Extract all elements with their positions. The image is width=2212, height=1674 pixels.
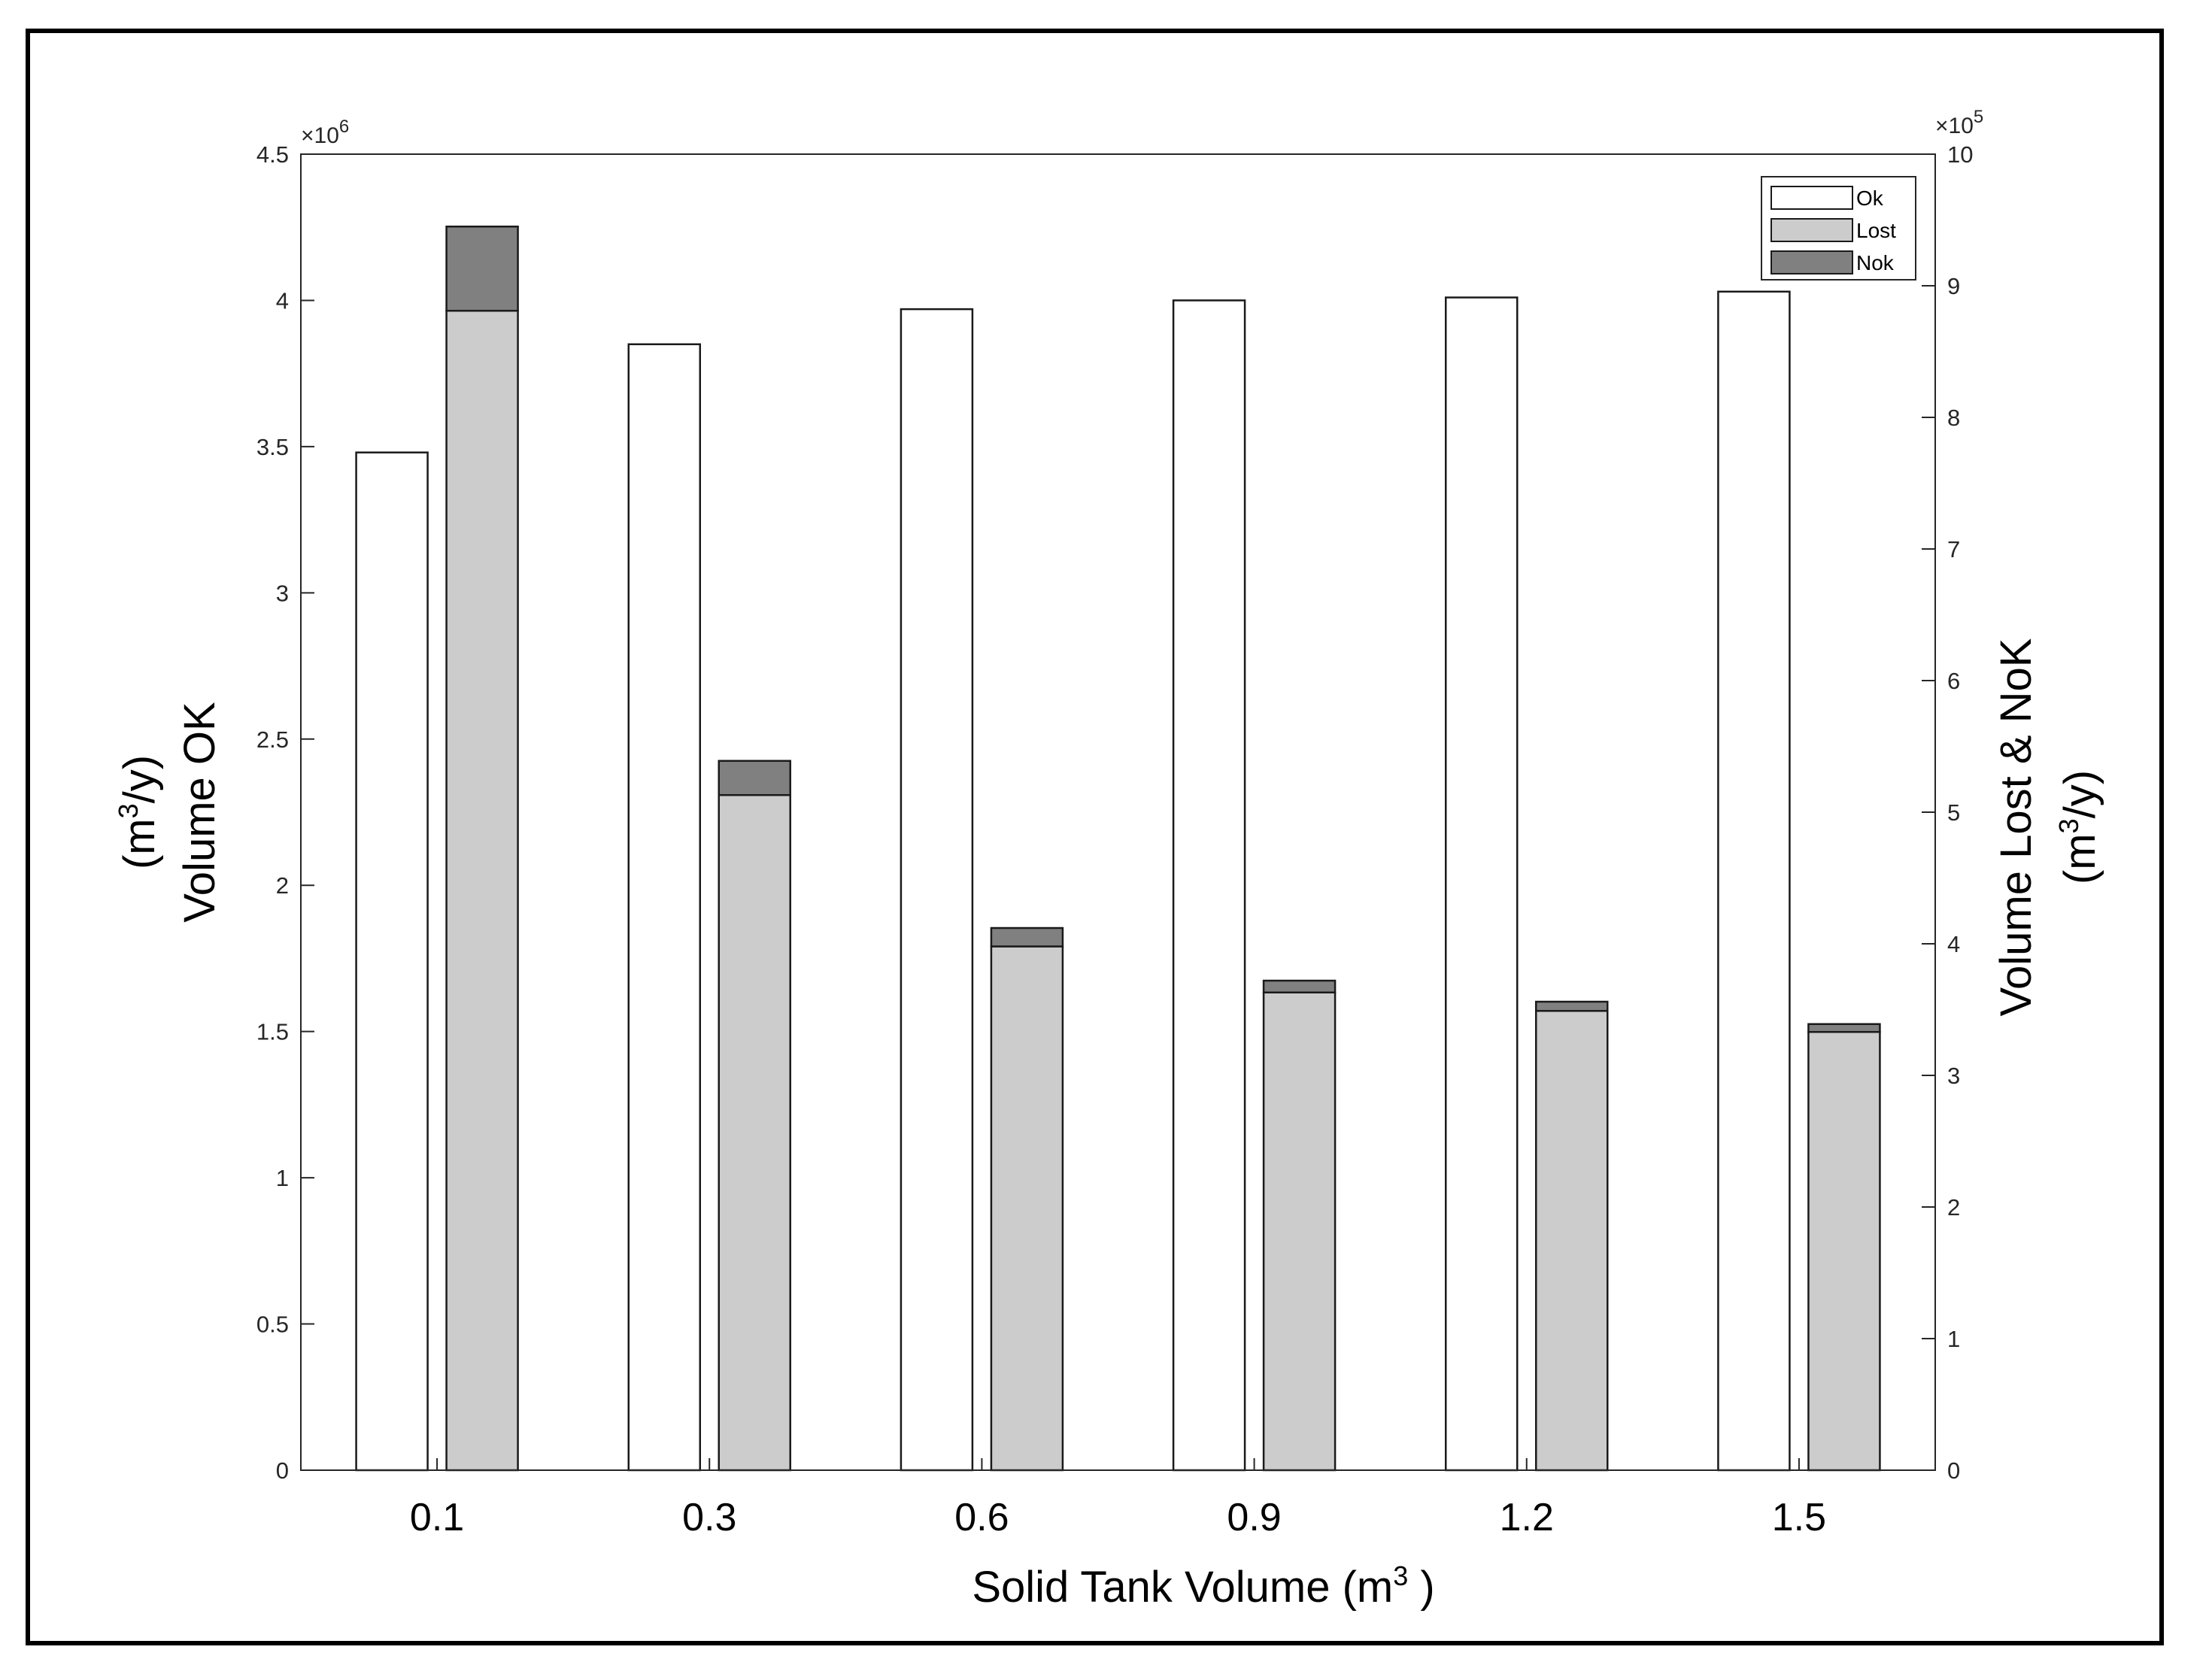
x-tick-label: 0.1 <box>410 1496 464 1539</box>
left-tick-label: 1.5 <box>256 1019 289 1045</box>
left-axis-label: Volume OK <box>175 702 224 923</box>
bars-layer <box>355 226 1881 1472</box>
legend-swatch-nok <box>1771 250 1853 274</box>
bar-ok-0.3 <box>627 343 701 1472</box>
right-axis-label-units: (m3/y) <box>2053 770 2104 884</box>
plot-area-border <box>300 153 1936 1471</box>
bar-lost-0.3 <box>718 794 791 1472</box>
bar-ok-0.6 <box>900 308 974 1472</box>
left-axis-label-units: (m3/y) <box>113 755 164 869</box>
bar-lost-0.1 <box>445 310 519 1472</box>
left-tick-label: 0 <box>276 1457 289 1484</box>
figure-frame <box>26 29 2164 1645</box>
legend-label-lost: Lost <box>1856 219 1896 242</box>
right-tick-label: 0 <box>1947 1457 1960 1484</box>
bar-nok-0.6 <box>990 926 1064 948</box>
legend-label-nok: Nok <box>1856 251 1895 274</box>
bar-lost-1.2 <box>1535 1010 1609 1472</box>
bar-lost-1.5 <box>1807 1031 1881 1472</box>
right-tick-label: 5 <box>1947 799 1960 826</box>
right-axis-ticks: 0 1 2 3 4 5 6 7 8 9 10 <box>1922 141 1973 1484</box>
left-tick-label: 2.5 <box>256 726 289 753</box>
x-tick-label: 1.5 <box>1772 1496 1826 1539</box>
bar-nok-0.9 <box>1262 979 1337 993</box>
right-axis-label: Volume Lost & NoK <box>1992 638 2041 1016</box>
left-tick-label: 4.5 <box>256 141 289 168</box>
x-axis-ticks: 0.1 0.3 0.6 0.9 1.2 1.5 <box>410 1458 1826 1539</box>
right-tick-label: 4 <box>1947 931 1960 957</box>
right-tick-label: 9 <box>1947 273 1960 299</box>
right-axis-exponent: ×105 <box>1935 107 1983 138</box>
right-tick-label: 10 <box>1947 141 1973 168</box>
legend-swatch-lost <box>1771 218 1853 242</box>
right-tick-label: 3 <box>1947 1063 1960 1089</box>
left-tick-label: 3.5 <box>256 434 289 460</box>
right-tick-label: 2 <box>1947 1194 1960 1221</box>
left-tick-label: 1 <box>276 1165 289 1191</box>
x-tick-label: 1.2 <box>1500 1496 1554 1539</box>
right-tick-label: 7 <box>1947 536 1960 563</box>
x-tick-label: 0.9 <box>1227 1496 1281 1539</box>
left-tick-label: 3 <box>276 580 289 606</box>
x-tick-label: 0.3 <box>682 1496 736 1539</box>
right-tick-label: 1 <box>1947 1326 1960 1352</box>
x-axis-label: Solid Tank Volume (m3 ) <box>972 1560 1434 1612</box>
left-tick-label: 2 <box>276 872 289 899</box>
left-tick-label: 4 <box>276 287 289 314</box>
x-tick-label: 0.6 <box>954 1496 1009 1539</box>
bar-nok-0.3 <box>718 760 791 796</box>
left-axis-ticks: 0 0.5 1 1.5 2 2.5 3 3.5 4 4.5 <box>256 141 314 1484</box>
bar-lost-0.9 <box>1262 991 1337 1472</box>
bar-ok-1.5 <box>1717 290 1791 1472</box>
legend-label-ok: Ok <box>1856 187 1884 210</box>
bar-ok-0.9 <box>1172 299 1246 1472</box>
left-tick-label: 0.5 <box>256 1312 289 1338</box>
legend: Ok Lost Nok <box>1761 176 1916 281</box>
bar-nok-1.2 <box>1535 1000 1609 1012</box>
bar-ok-0.1 <box>355 451 429 1472</box>
bar-nok-0.1 <box>445 226 519 312</box>
bar-lost-0.6 <box>990 945 1064 1472</box>
right-tick-label: 6 <box>1947 668 1960 694</box>
right-tick-label: 8 <box>1947 405 1960 431</box>
bar-nok-1.5 <box>1807 1023 1881 1033</box>
legend-swatch-ok <box>1771 186 1853 210</box>
bar-ok-1.2 <box>1445 296 1519 1472</box>
left-axis-exponent: ×106 <box>301 117 349 148</box>
